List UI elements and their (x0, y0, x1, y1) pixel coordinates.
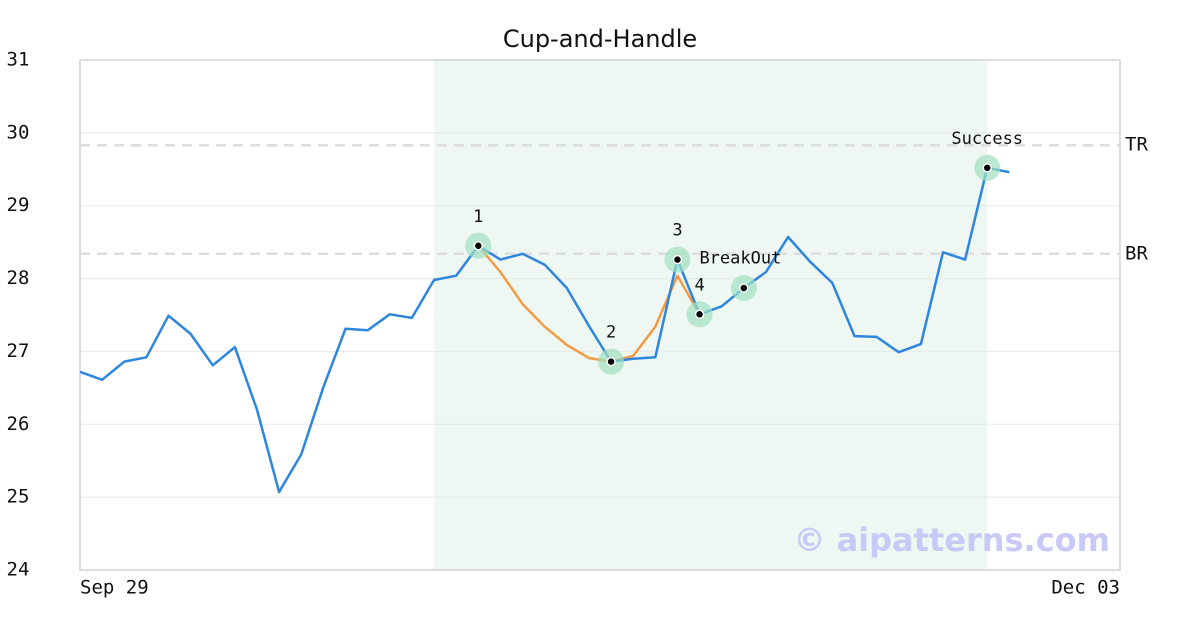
marker-label: 3 (672, 221, 682, 241)
marker-dot (672, 254, 683, 265)
watermark: © aipatterns.com (793, 521, 1110, 559)
y-tick-label: 26 (7, 413, 30, 435)
y-tick-label: 28 (7, 267, 30, 289)
marker-dot (606, 356, 616, 367)
x-tick-label: Dec 03 (1051, 577, 1120, 599)
marker-dot (694, 309, 705, 320)
y-tick-label: 27 (7, 340, 30, 362)
marker-dot (473, 241, 484, 251)
y-tick-label: 29 (7, 194, 30, 216)
series-line (79, 166, 1010, 494)
marker-label: Success (951, 129, 1023, 149)
marker-label: 4 (694, 275, 704, 295)
marker-dot (982, 163, 992, 173)
marker-dot (739, 283, 749, 293)
reference-label: TR (1125, 134, 1148, 156)
series-line (477, 244, 701, 363)
marker-label: 2 (606, 323, 616, 343)
y-tick-label: 31 (7, 49, 30, 71)
plot-frame (79, 59, 1121, 571)
reference-label: BR (1125, 242, 1148, 264)
y-tick-label: 25 (7, 486, 30, 508)
marker-label: 1 (473, 207, 483, 227)
annotation: BreakOut (699, 249, 781, 269)
x-tick-label: Sep 29 (80, 577, 149, 599)
y-tick-label: 30 (7, 121, 30, 143)
y-tick-label: 24 (7, 559, 30, 581)
chart-title: Cup-and-Handle (503, 25, 697, 53)
